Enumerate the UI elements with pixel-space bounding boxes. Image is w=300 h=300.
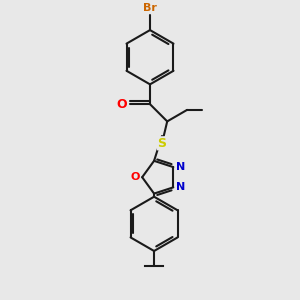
Text: S: S xyxy=(158,137,166,150)
Text: N: N xyxy=(176,182,185,192)
Text: Br: Br xyxy=(143,3,157,14)
Text: N: N xyxy=(176,162,185,172)
Text: O: O xyxy=(130,172,140,182)
Text: O: O xyxy=(116,98,127,111)
